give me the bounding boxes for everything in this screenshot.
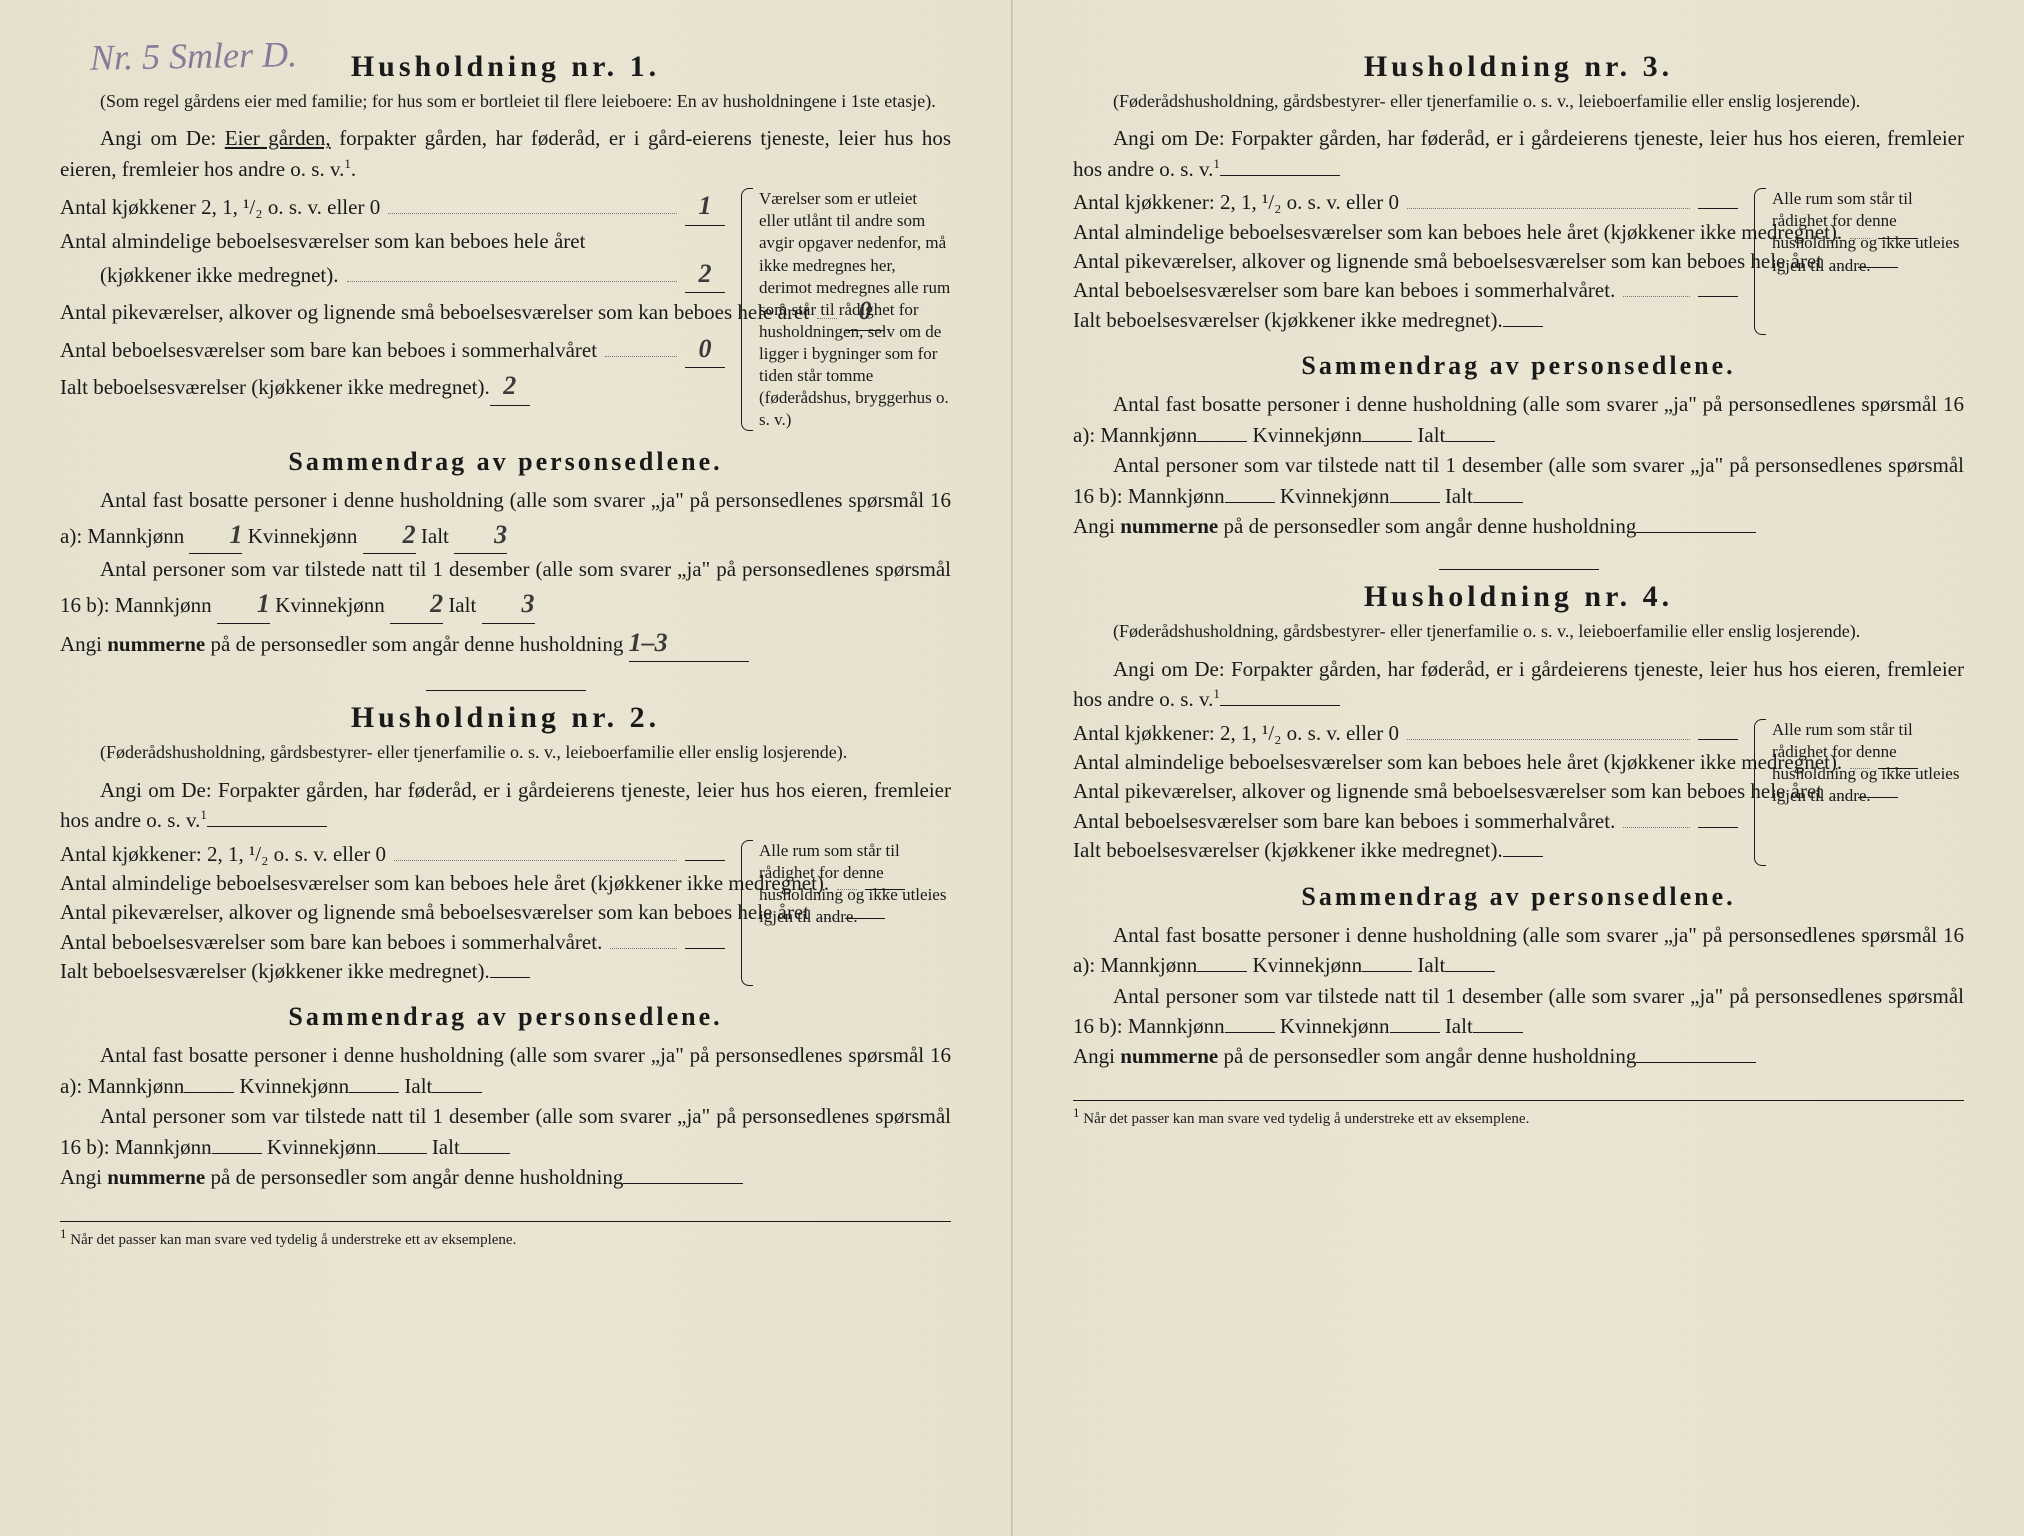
rooms-ordinary-value: 2 [685,256,725,293]
brace-icon [741,840,753,987]
household-1-summary-title: Sammendrag av personsedlene. [60,447,951,477]
household-1-rooms-block: Antal kjøkkener 2, 1, ¹/₂ o. s. v. eller… [60,188,951,431]
household-3-sidenote: Alle rum som står til rådighet for denne… [1754,188,1964,335]
divider-icon [1439,569,1599,570]
household-1-tilstede: Antal personer som var tilstede natt til… [60,554,951,623]
household-2-angi: Angi om De: Forpakter gården, har føderå… [60,775,951,836]
household-1-angi: Angi om De: Eier gården, forpakter gårde… [60,123,951,184]
nummerne-value-1: 1–3 [629,624,749,663]
household-3-rooms-block: Antal kjøkkener: 2, 1, ¹/₂ o. s. v. elle… [1073,188,1964,335]
divider-icon [426,690,586,691]
household-4-summary-title: Sammendrag av personsedlene. [1073,882,1964,912]
kitchens-value: 1 [685,188,725,225]
household-4-angi: Angi om De: Forpakter gården, har føderå… [1073,654,1964,715]
household-2: Husholdning nr. 2. (Føderådshusholdning,… [60,701,951,1192]
fast-ialt-1: 3 [454,516,507,555]
footnote-right: 1 Når det passer kan man svare ved tydel… [1073,1100,1964,1128]
household-4-title: Husholdning nr. 4. [1073,580,1964,614]
brace-icon [741,188,753,431]
household-3-summary-title: Sammendrag av personsedlene. [1073,351,1964,381]
tilstede-mann-1: 1 [217,585,270,624]
rooms-total-label: Ialt beboelsesværelser (kjøkkener ikke m… [60,373,490,402]
left-page: Nr. 5 Smler D. Husholdning nr. 1. (Som r… [0,0,1012,1536]
household-2-title: Husholdning nr. 2. [60,701,951,735]
kitchens-label: Antal kjøkkener 2, 1, ¹/₂ o. s. v. eller… [60,193,380,222]
right-page: Husholdning nr. 3. (Føderådshusholdning,… [1012,0,2024,1536]
household-3-parenthetical: (Føderådshusholdning, gårdsbestyrer- ell… [1073,90,1964,113]
household-1-sidenote: Værelser som er utleiet eller utlånt til… [741,188,951,431]
fast-mann-1: 1 [189,516,242,555]
household-1-parenthetical: (Som regel gårdens eier med familie; for… [60,90,951,113]
household-4-parenthetical: (Føderådshusholdning, gårdsbestyrer- ell… [1073,620,1964,643]
brace-icon [1754,188,1766,335]
tilstede-kvinne-1: 2 [390,585,443,624]
household-4-sidenote: Alle rum som står til rådighet for denne… [1754,719,1964,866]
household-3-title: Husholdning nr. 3. [1073,50,1964,84]
household-2-rooms-block: Antal kjøkkener: 2, 1, ¹/₂ o. s. v. elle… [60,840,951,987]
rooms-summer-value: 0 [685,331,725,368]
rooms-total-value: 2 [490,368,530,405]
footnote-left: 1 Når det passer kan man svare ved tydel… [60,1221,951,1249]
handwriting-annotation: Nr. 5 Smler D. [90,33,298,79]
household-2-parenthetical: (Føderådshusholdning, gårdsbestyrer- ell… [60,741,951,764]
underlined-eier: Eier gården, [225,126,331,150]
household-3: Husholdning nr. 3. (Føderådshusholdning,… [1073,50,1964,541]
household-2-summary-title: Sammendrag av personsedlene. [60,1002,951,1032]
household-3-angi: Angi om De: Forpakter gården, har føderå… [1073,123,1964,184]
tilstede-ialt-1: 3 [482,585,535,624]
rooms-summer-label: Antal beboelsesværelser som bare kan beb… [60,336,597,365]
rooms-ordinary-label: Antal almindelige beboelsesværelser som … [60,226,725,256]
rooms-maid-label: Antal pikeværelser, alkover og lignende … [60,298,809,327]
brace-icon [1754,719,1766,866]
household-1-fast: Antal fast bosatte personer i denne hush… [60,485,951,554]
household-1: Husholdning nr. 1. (Som regel gårdens ei… [60,50,951,662]
fast-kvinne-1: 2 [363,516,416,555]
household-1-nummerne: Angi nummerne på de personsedler som ang… [60,624,951,663]
household-4-rooms-block: Antal kjøkkener: 2, 1, ¹/₂ o. s. v. elle… [1073,719,1964,866]
household-4: Husholdning nr. 4. (Føderådshusholdning,… [1073,580,1964,1071]
household-2-sidenote: Alle rum som står til rådighet for denne… [741,840,951,987]
